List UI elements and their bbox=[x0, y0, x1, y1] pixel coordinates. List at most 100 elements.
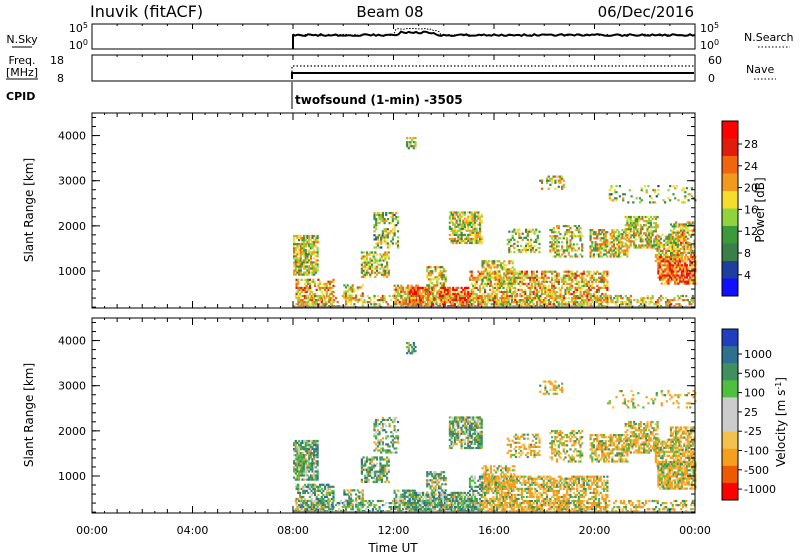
data-cell bbox=[552, 299, 555, 302]
data-cell bbox=[559, 175, 562, 178]
data-cell bbox=[500, 299, 503, 302]
data-cell bbox=[384, 464, 387, 467]
data-cell bbox=[487, 282, 490, 285]
data-cell bbox=[623, 231, 626, 234]
data-cell bbox=[375, 228, 378, 231]
data-cell bbox=[650, 299, 653, 302]
data-cell bbox=[596, 288, 599, 291]
data-cell bbox=[387, 468, 390, 471]
data-cell bbox=[441, 270, 444, 273]
data-cell bbox=[308, 267, 311, 270]
data-cell bbox=[309, 452, 312, 455]
data-cell bbox=[380, 472, 384, 475]
data-cell bbox=[434, 284, 437, 287]
data-cell bbox=[666, 253, 669, 257]
data-cell bbox=[692, 274, 695, 277]
data-cell bbox=[343, 491, 346, 494]
data-cell bbox=[628, 299, 631, 302]
data-cell bbox=[572, 225, 575, 228]
data-cell bbox=[391, 211, 394, 215]
data-cell bbox=[531, 246, 534, 250]
data-cell bbox=[297, 290, 300, 294]
data-cell bbox=[367, 466, 370, 469]
data-cell bbox=[319, 294, 322, 298]
data-cell bbox=[609, 297, 612, 300]
data-cell bbox=[544, 284, 547, 287]
data-cell bbox=[355, 294, 358, 297]
data-cell bbox=[316, 294, 319, 298]
data-cell bbox=[672, 278, 675, 281]
data-cell bbox=[552, 305, 555, 308]
data-cell bbox=[467, 229, 470, 232]
data-cell bbox=[674, 197, 677, 200]
data-cell bbox=[529, 292, 532, 296]
data-cell bbox=[636, 301, 639, 304]
data-cell bbox=[410, 297, 413, 300]
data-cell bbox=[529, 305, 532, 308]
data-cell bbox=[561, 303, 564, 306]
data-cell bbox=[395, 286, 398, 289]
data-cell bbox=[659, 253, 662, 257]
data-cell bbox=[520, 282, 523, 285]
data-cell bbox=[429, 280, 432, 283]
data-cell bbox=[455, 301, 458, 304]
data-cell bbox=[530, 274, 534, 277]
data-cell bbox=[468, 292, 472, 296]
data-cell bbox=[673, 251, 676, 254]
data-cell bbox=[372, 456, 375, 459]
data-cell bbox=[329, 499, 332, 503]
data-cell bbox=[509, 260, 513, 263]
data-cell bbox=[584, 301, 587, 304]
data-cell bbox=[577, 229, 580, 232]
data-cell bbox=[505, 301, 508, 304]
data-cell bbox=[648, 301, 651, 304]
data-cell bbox=[380, 220, 383, 223]
data-cell bbox=[494, 286, 497, 289]
data-cell bbox=[321, 305, 324, 308]
data-cell bbox=[294, 261, 297, 264]
data-cell bbox=[309, 466, 312, 469]
data-cell bbox=[571, 297, 574, 300]
data-cell bbox=[544, 299, 547, 302]
data-cell bbox=[654, 241, 657, 244]
data-cell bbox=[489, 276, 492, 279]
data-cell bbox=[579, 303, 582, 306]
data-cell bbox=[300, 487, 303, 490]
data-cell bbox=[386, 305, 389, 308]
data-cell bbox=[579, 233, 582, 236]
data-cell bbox=[680, 264, 683, 267]
data-cell bbox=[673, 253, 676, 257]
data-cell bbox=[360, 275, 363, 278]
data-cell bbox=[381, 449, 384, 452]
data-cell bbox=[457, 297, 460, 300]
data-cell bbox=[500, 303, 503, 306]
data-cell bbox=[497, 301, 500, 304]
data-cell bbox=[675, 185, 678, 188]
data-cell bbox=[430, 303, 433, 306]
data-cell bbox=[348, 505, 351, 508]
data-cell bbox=[538, 250, 541, 254]
data-cell bbox=[455, 221, 458, 224]
data-cell bbox=[297, 491, 300, 494]
data-cell bbox=[367, 474, 370, 477]
data-cell bbox=[336, 305, 339, 308]
data-cell bbox=[426, 292, 429, 295]
data-cell bbox=[686, 251, 689, 254]
data-cell bbox=[489, 268, 492, 271]
data-cell bbox=[607, 243, 611, 246]
data-cell bbox=[365, 468, 369, 471]
data-cell bbox=[670, 266, 673, 269]
data-cell bbox=[586, 284, 589, 287]
data-cell bbox=[664, 278, 667, 281]
data-cell bbox=[649, 246, 652, 249]
data-cell bbox=[667, 197, 670, 200]
data-cell bbox=[417, 290, 420, 294]
data-cell bbox=[572, 292, 575, 296]
data-cell bbox=[448, 227, 451, 230]
y-tick-label: 2000 bbox=[58, 220, 86, 233]
data-cell bbox=[683, 233, 686, 236]
data-cell bbox=[536, 236, 539, 239]
data-cell bbox=[561, 294, 564, 298]
data-cell bbox=[423, 294, 426, 298]
data-cell bbox=[648, 230, 651, 233]
